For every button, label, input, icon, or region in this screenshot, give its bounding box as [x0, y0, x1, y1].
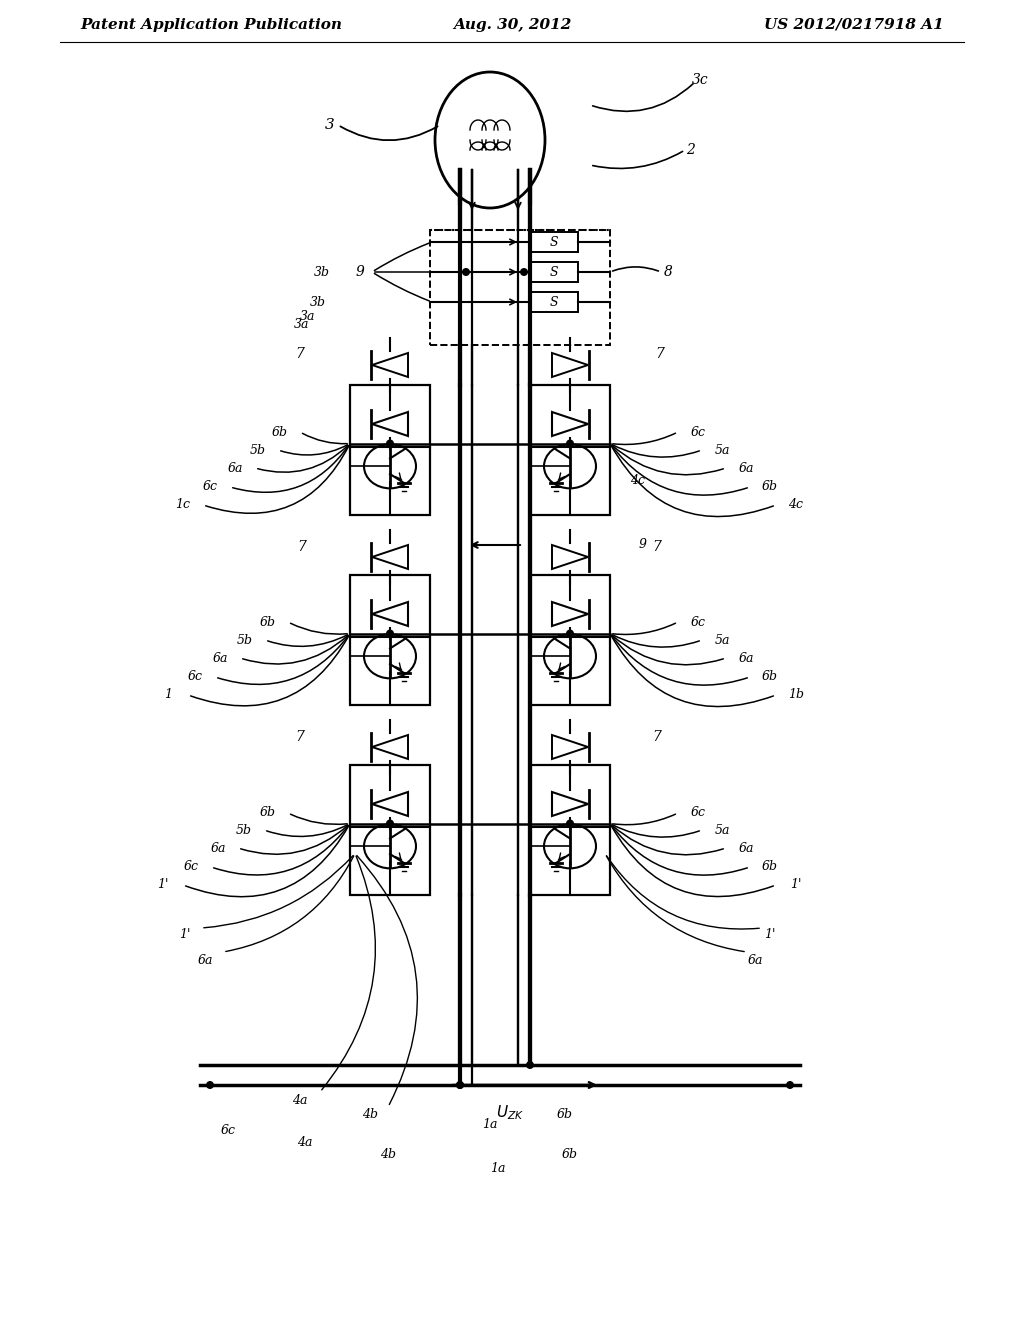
Text: US 2012/0217918 A1: US 2012/0217918 A1 [764, 18, 944, 32]
Bar [530, 385, 610, 515]
Circle shape [456, 1081, 464, 1089]
Text: 6a: 6a [748, 953, 763, 966]
Text: 3: 3 [326, 117, 335, 132]
Circle shape [786, 1081, 794, 1089]
Ellipse shape [364, 444, 416, 488]
Text: 5a: 5a [715, 824, 730, 837]
Text: $U_{ZK}$: $U_{ZK}$ [496, 1104, 524, 1122]
Text: 6a: 6a [738, 462, 754, 474]
Text: 6a: 6a [738, 652, 754, 664]
Text: S: S [550, 235, 558, 248]
Ellipse shape [544, 444, 596, 488]
Text: 7: 7 [296, 347, 304, 360]
Text: 7: 7 [655, 347, 665, 360]
Text: 5b: 5b [237, 634, 253, 647]
Text: Aug. 30, 2012: Aug. 30, 2012 [453, 18, 571, 32]
Bar [430, 230, 610, 345]
Text: 7: 7 [652, 730, 662, 744]
Text: 6a: 6a [227, 462, 243, 474]
Circle shape [386, 440, 394, 447]
Circle shape [566, 820, 574, 828]
Text: S: S [550, 296, 558, 309]
Circle shape [520, 268, 528, 276]
Text: 1': 1' [158, 879, 169, 891]
Circle shape [386, 820, 394, 828]
Text: 4a: 4a [297, 1135, 312, 1148]
Text: 3a: 3a [300, 310, 315, 323]
Text: 4b: 4b [362, 1109, 378, 1122]
Bar [530, 232, 578, 252]
Text: 1': 1' [179, 928, 190, 941]
Text: 6c: 6c [690, 807, 706, 820]
Text: 3b: 3b [314, 265, 330, 279]
Text: 7: 7 [296, 730, 304, 744]
Ellipse shape [364, 824, 416, 869]
Bar [530, 292, 578, 312]
Circle shape [566, 440, 574, 447]
Text: 6c: 6c [203, 480, 217, 494]
Text: 1a: 1a [490, 1162, 506, 1175]
Text: 3b: 3b [310, 296, 326, 309]
Text: 6b: 6b [272, 425, 288, 438]
Text: 6b: 6b [762, 480, 778, 494]
Ellipse shape [544, 824, 596, 869]
Text: 7: 7 [652, 540, 662, 554]
Text: 5a: 5a [715, 634, 730, 647]
Text: 5b: 5b [236, 824, 252, 837]
Text: S: S [550, 265, 558, 279]
Text: 6c: 6c [187, 671, 203, 684]
Text: 6c: 6c [690, 615, 706, 628]
Circle shape [386, 630, 394, 638]
Bar [350, 766, 430, 895]
Circle shape [526, 1061, 534, 1069]
Text: 7: 7 [298, 540, 306, 554]
Text: 5b: 5b [250, 444, 266, 457]
Text: 4a: 4a [292, 1093, 308, 1106]
Text: 6c: 6c [220, 1123, 236, 1137]
Text: 1a: 1a [482, 1118, 498, 1131]
Text: 1: 1 [164, 689, 172, 701]
Text: Patent Application Publication: Patent Application Publication [80, 18, 342, 32]
Text: 1c: 1c [175, 499, 190, 511]
Text: 6a: 6a [198, 953, 213, 966]
Text: 6b: 6b [762, 861, 778, 874]
Text: 6c: 6c [183, 861, 199, 874]
Text: 1': 1' [791, 879, 802, 891]
Text: 2: 2 [685, 143, 694, 157]
Text: 6a: 6a [738, 842, 754, 854]
Bar [350, 576, 430, 705]
Text: 4c: 4c [631, 474, 645, 487]
Text: 6b: 6b [557, 1109, 573, 1122]
Text: 6b: 6b [260, 807, 276, 820]
Text: 3a: 3a [294, 318, 309, 331]
Circle shape [456, 1081, 464, 1089]
Bar [350, 385, 430, 515]
Circle shape [206, 1081, 214, 1089]
Text: 3c: 3c [691, 73, 709, 87]
Text: 6b: 6b [762, 671, 778, 684]
Text: 6b: 6b [260, 615, 276, 628]
Text: 1': 1' [764, 928, 776, 941]
Text: 5a: 5a [715, 444, 730, 457]
Text: 9: 9 [355, 265, 365, 279]
Text: 9: 9 [639, 539, 647, 552]
Text: 6a: 6a [210, 842, 225, 854]
Text: 6b: 6b [562, 1148, 578, 1162]
Ellipse shape [435, 73, 545, 209]
Ellipse shape [544, 634, 596, 678]
Text: 4c: 4c [788, 499, 804, 511]
Text: 6a: 6a [212, 652, 227, 664]
Bar [530, 261, 578, 282]
Circle shape [462, 268, 470, 276]
Bar [530, 766, 610, 895]
Text: 6c: 6c [690, 425, 706, 438]
Text: 4b: 4b [380, 1148, 396, 1162]
Ellipse shape [364, 634, 416, 678]
Text: 8: 8 [664, 265, 673, 279]
Bar [530, 576, 610, 705]
Circle shape [566, 630, 574, 638]
Text: 1b: 1b [788, 689, 804, 701]
